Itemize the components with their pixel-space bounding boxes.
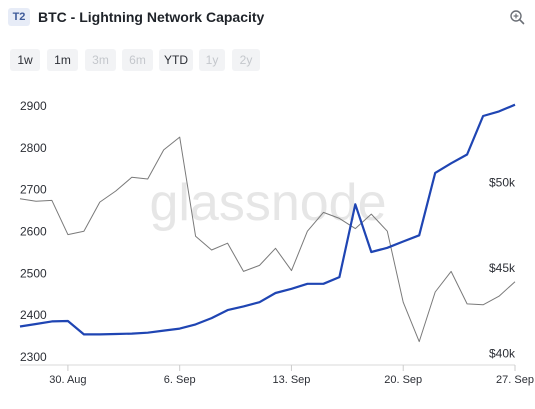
tier-badge: T2 (8, 8, 30, 26)
range-button-1y: 1y (199, 49, 225, 71)
x-tick-label: 6. Sep (164, 374, 196, 386)
range-button-1w[interactable]: 1w (10, 49, 40, 71)
x-tick-label: 27. Sep (496, 374, 534, 386)
watermark: glassnode (149, 174, 386, 232)
y-left-tick-label: 2900 (20, 99, 47, 113)
x-tick-label: 30. Aug (49, 374, 86, 386)
y-right-tick-label: $50k (489, 175, 516, 189)
chart-title: BTC - Lightning Network Capacity (38, 9, 265, 25)
y-left-tick-label: 2800 (20, 141, 47, 155)
y-right-tick-label: $45k (489, 261, 516, 275)
y-left-tick-label: 2300 (20, 350, 47, 364)
y-left-tick-label: 2600 (20, 225, 47, 239)
x-tick-label: 20. Sep (384, 374, 422, 386)
y-right-tick-label: $40k (489, 347, 516, 361)
x-tick-label: 13. Sep (272, 374, 310, 386)
range-button-1m[interactable]: 1m (47, 49, 78, 71)
capacity-series-line (19, 103, 516, 336)
price-series-line (19, 136, 516, 343)
y-left-tick-label: 2700 (20, 183, 47, 197)
range-button-2y: 2y (232, 49, 260, 71)
chart-header: T2 BTC - Lightning Network Capacity (0, 0, 535, 36)
range-button-3m: 3m (85, 49, 116, 71)
zoom-in-icon[interactable] (509, 9, 525, 25)
range-button-6m: 6m (122, 49, 153, 71)
y-left-tick-label: 2500 (20, 266, 47, 280)
y-left-tick-label: 2400 (20, 308, 47, 322)
range-button-ytd[interactable]: YTD (159, 49, 193, 71)
